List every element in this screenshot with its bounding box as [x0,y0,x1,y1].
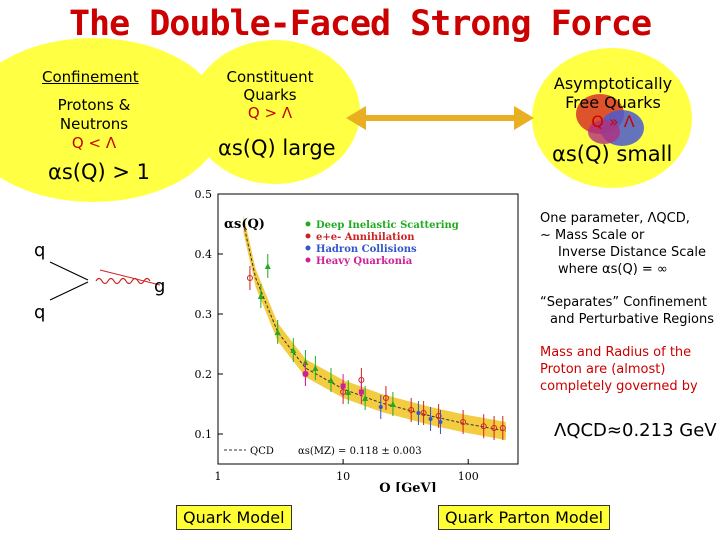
confinement-alpha: αs(Q) > 1 [48,160,151,184]
gluon-arrow [99,269,161,286]
data-point [340,383,346,389]
data-point [438,420,443,424]
data-point [435,413,442,419]
legend-label: Hadron Collisions [316,244,417,255]
asymptotic-label: Asymptotically Free Quarks Q » Λ [548,74,678,131]
constituent-condition: Q > Λ [247,104,293,122]
data-point [257,293,264,299]
param-line1: One parameter, ΛQCD, [540,211,690,226]
mass-line1: Mass and Radius of the [540,345,692,360]
data-point [264,263,271,269]
data-point [302,371,308,377]
data-point [378,405,383,409]
data-point [389,401,396,407]
data-point [290,347,297,353]
legend-marker [305,221,311,227]
separates-note: “Separates” Confinement and Perturbative… [540,294,714,328]
separates-line2: and Perturbative Regions [550,312,715,327]
data-point [491,425,498,431]
y-tick-label: 0.3 [195,308,213,321]
legend-marker [305,245,311,251]
data-point [480,423,487,430]
constituent-line2: Quarks [243,86,297,104]
y-tick-label: 0.4 [195,248,213,261]
lambda-value: ΛQCD≈0.213 GeV [554,420,717,441]
constituent-line1: Constituent [226,68,314,86]
legend-label: e+e- Annihilation [316,232,415,243]
proton-blob-icon [576,94,644,146]
data-point [460,419,467,425]
protons-line: Protons & [57,96,131,114]
fit-label: αs(MZ) = 0.118 ± 0.003 [298,446,422,457]
confinement-heading: Confinement [42,68,139,86]
param-line2: ~ Mass Scale or [540,228,645,243]
asymptotic-alpha: αs(Q) small [552,142,673,166]
constituent-label: Constituent Quarks Q > Λ [210,68,330,122]
data-point [312,365,319,371]
data-point [428,417,433,421]
mass-line3: completely governed by [540,379,698,394]
param-line4: where αs(Q) = ∞ [558,262,668,277]
quark-line-top [49,261,89,281]
left-circle [0,38,223,202]
legend-label: Heavy Quarkonia [316,256,413,267]
feynman-q-bottom: q [34,302,46,323]
legend-marker [305,233,311,239]
y-axis-label: αs(Q) [224,217,265,232]
asymptotic-condition: Q » Λ [591,112,635,131]
data-point [246,275,253,281]
data-point [362,395,369,401]
data-point [327,377,334,383]
page-title: The Double-Faced Strong Force [68,4,652,44]
feynman-q-top: q [34,240,46,261]
x-axis-label: Q [GeV] [379,481,437,492]
data-point [358,389,364,395]
data-point [416,411,421,415]
legend-label: Deep Inelastic Scattering [316,220,459,231]
y-tick-label: 0.2 [195,368,213,381]
mass-line2: Proton are (almost) [540,362,666,377]
data-point [345,389,352,395]
gluon-line [95,277,151,285]
quark-model-label: Quark Model [176,505,292,530]
y-tick-label: 0.5 [195,188,213,201]
asymptotic-line2: Free Quarks [565,93,661,112]
qcd-band [243,215,506,440]
feynman-g: g [154,276,166,297]
param-line3: Inverse Distance Scale [558,245,706,260]
x-tick-label: 1 [215,470,222,483]
quark-parton-model-label: Quark Parton Model [438,505,611,530]
y-tick-label: 0.1 [195,428,213,441]
data-point [382,395,389,401]
arrow-right-head [514,106,534,130]
middle-circle [190,40,360,184]
data-point [408,407,415,413]
asymptotic-line1: Asymptotically [553,74,673,93]
protons-neutrons-label: Protons & Neutrons Q < Λ [44,96,144,153]
separates-line1: “Separates” Confinement [540,295,707,310]
data-point [420,410,427,416]
mass-note: Mass and Radius of the Proton are (almos… [540,344,698,395]
param-note: One parameter, ΛQCD, ~ Mass Scale or Inv… [540,210,706,278]
neutrons-line: Neutrons [59,115,129,133]
x-tick-label: 100 [458,470,479,483]
arrow-left-head [346,106,366,130]
confinement-condition: Q < Λ [71,134,117,152]
legend-marker [305,257,311,263]
alpha-s-chart: 0.1 0.2 0.3 0.4 0.5 1 10 100 Q [GeV] αs(Q) Deep In… [195,188,519,492]
qcd-legend-label: QCD [250,446,274,457]
data-point [499,425,506,431]
data-point [274,329,281,335]
x-tick-label: 10 [336,470,350,483]
constituent-alpha: αs(Q) large [218,136,336,160]
quark-line-bottom [49,281,89,301]
